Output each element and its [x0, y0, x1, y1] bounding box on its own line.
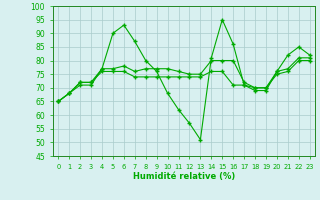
X-axis label: Humidité relative (%): Humidité relative (%): [133, 172, 235, 181]
